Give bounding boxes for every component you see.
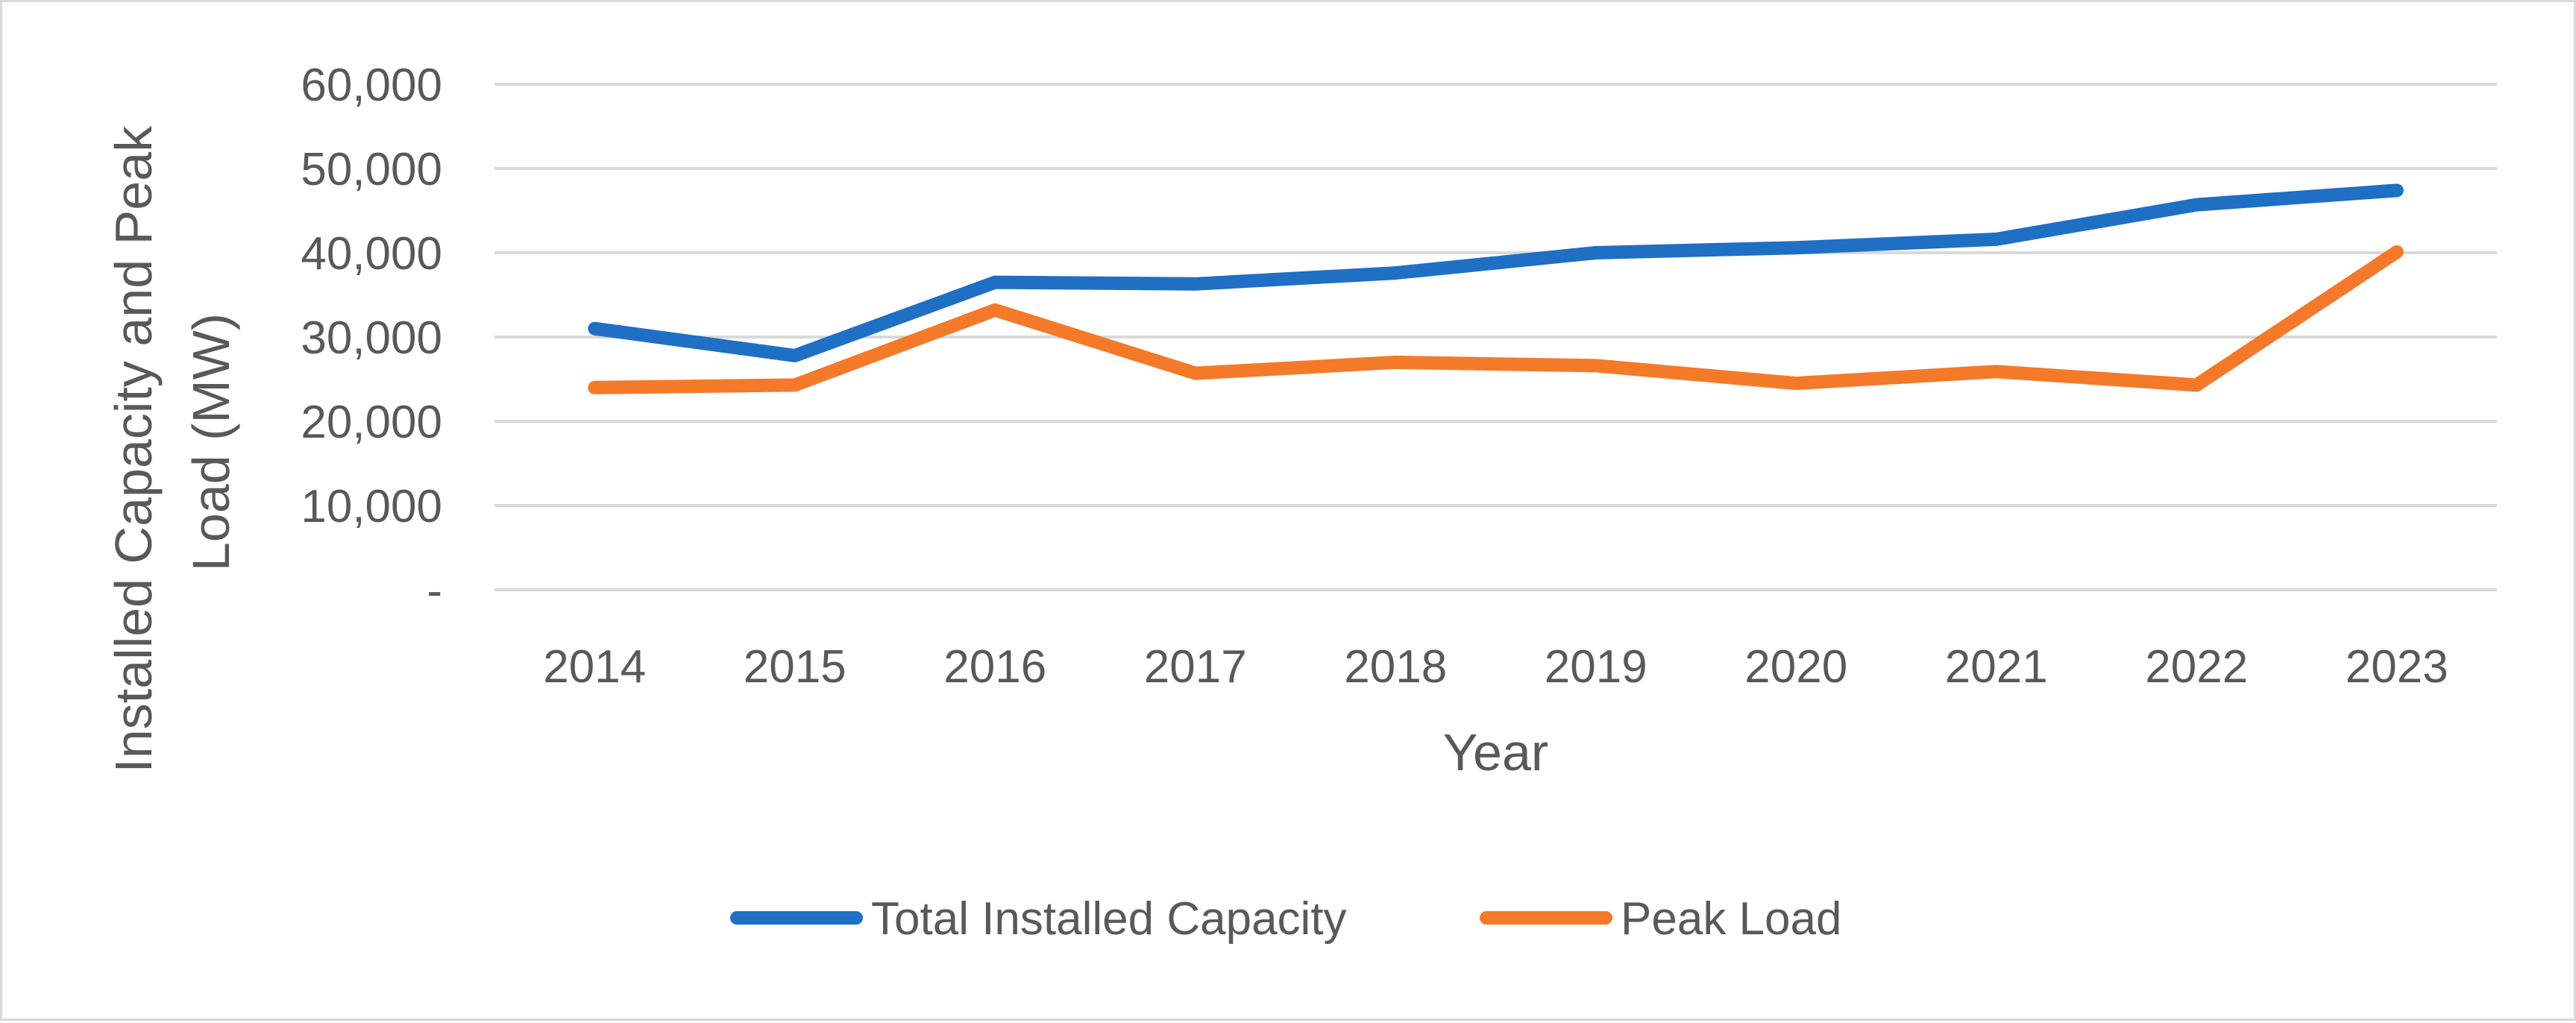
legend-label-peak-load: Peak Load	[1621, 893, 1841, 945]
data-point	[2395, 189, 2398, 192]
legend: Total Installed Capacity Peak Load	[730, 893, 1841, 945]
y-axis-title: Installed Capacity and Peak Load (MW)	[104, 111, 240, 772]
gridlines	[494, 83, 2497, 591]
y-tick-label: 10,000	[301, 481, 442, 532]
x-axis-title: Year	[1443, 723, 1548, 781]
y-axis-title-line-2: Load (MW)	[182, 313, 240, 571]
data-point	[1594, 364, 1598, 368]
data-point	[1193, 371, 1197, 375]
x-tick-label: 2018	[1344, 641, 1447, 693]
data-point	[1394, 271, 1398, 275]
x-tick-label: 2022	[2145, 641, 2248, 693]
data-point	[593, 327, 597, 330]
data-point	[793, 353, 797, 357]
data-point	[1794, 246, 1798, 250]
y-axis-ticks: - 10,000 20,000 30,000 40,000 50,000 60,000	[301, 60, 442, 617]
y-axis-title-line-1: Installed Capacity and Peak	[104, 125, 163, 773]
data-point	[1594, 251, 1598, 254]
data-point	[793, 383, 797, 387]
series-lines	[588, 183, 2404, 394]
x-tick-label: 2015	[744, 641, 846, 693]
data-point	[1994, 237, 1998, 241]
y-tick-label: 50,000	[301, 144, 442, 195]
data-point	[1193, 282, 1197, 286]
data-point	[993, 280, 997, 284]
y-tick-label: -	[427, 565, 442, 617]
legend-label-total-installed-capacity: Total Installed Capacity	[871, 893, 1347, 945]
series-line-total-installed-capacity	[588, 183, 2404, 362]
data-point	[993, 308, 997, 312]
x-tick-label: 2017	[1144, 641, 1247, 693]
y-tick-label: 60,000	[301, 60, 442, 111]
data-point	[1994, 370, 1998, 374]
data-point	[2195, 203, 2199, 207]
data-point	[2395, 250, 2398, 254]
x-tick-label: 2019	[1545, 641, 1647, 693]
x-tick-label: 2021	[1945, 641, 2048, 693]
data-point	[2195, 383, 2199, 387]
x-axis-ticks: 2014 2015 2016 2017 2018 2019 2020 2021 2022 2023	[543, 641, 2448, 693]
x-tick-label: 2023	[2346, 641, 2448, 693]
data-point	[593, 385, 597, 389]
data-point	[1794, 382, 1798, 385]
y-tick-label: 20,000	[301, 397, 442, 448]
x-tick-label: 2014	[543, 641, 646, 693]
y-tick-label: 30,000	[301, 312, 442, 364]
data-point	[1394, 360, 1398, 364]
x-tick-label: 2020	[1744, 641, 1847, 693]
x-tick-label: 2016	[943, 641, 1046, 693]
y-tick-label: 40,000	[301, 228, 442, 280]
series-line-peak-load	[588, 245, 2404, 394]
